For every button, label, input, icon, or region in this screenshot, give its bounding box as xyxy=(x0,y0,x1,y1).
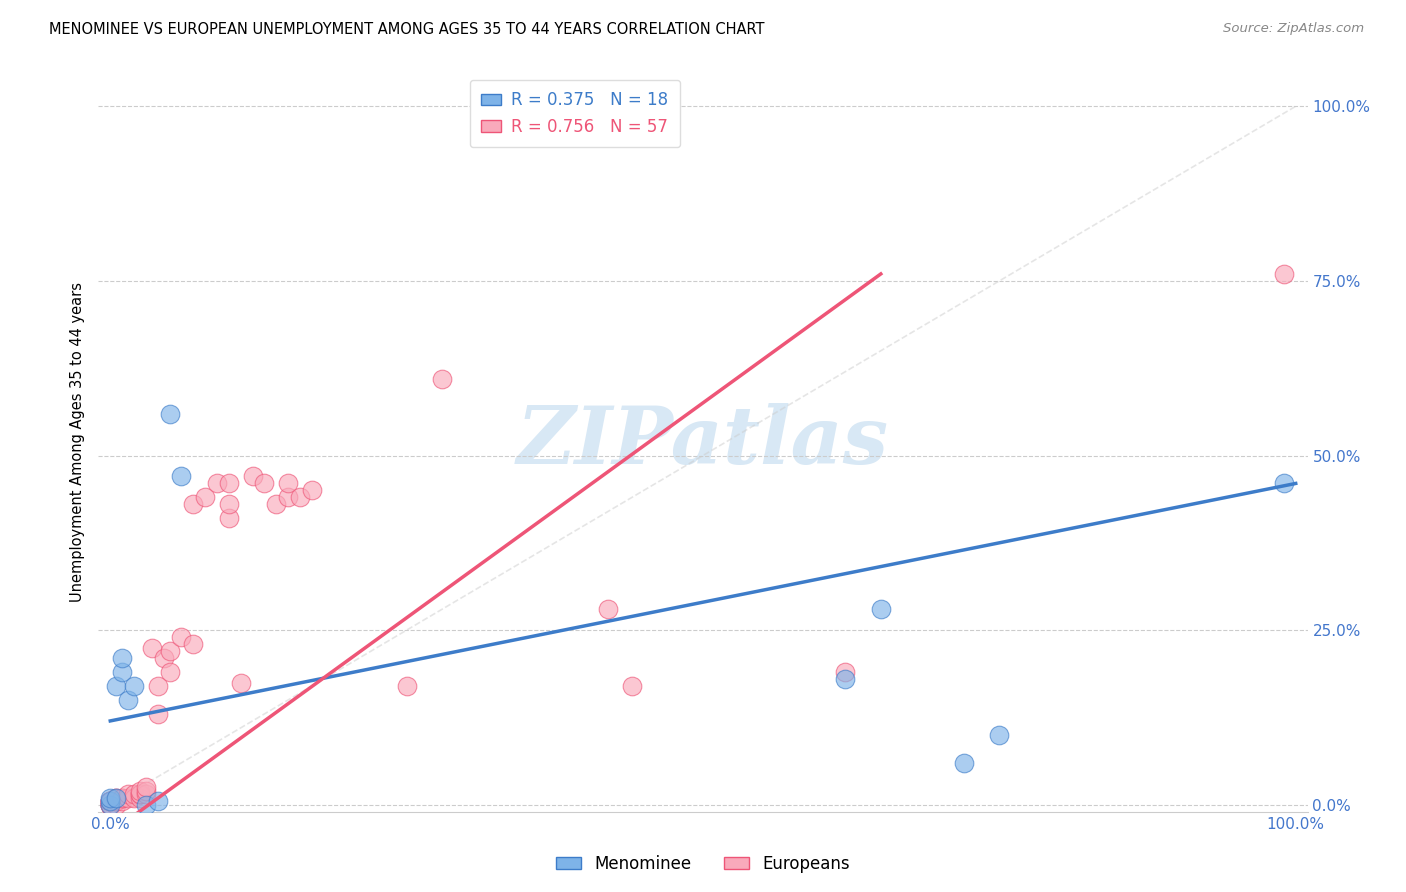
Point xyxy=(218,476,240,491)
Point xyxy=(111,665,134,679)
Point xyxy=(129,787,152,801)
Point xyxy=(277,491,299,505)
Point xyxy=(253,476,276,491)
Point xyxy=(111,651,134,665)
Point xyxy=(181,637,204,651)
Point xyxy=(620,679,643,693)
Legend: Menominee, Europeans: Menominee, Europeans xyxy=(548,848,858,880)
Point xyxy=(98,797,121,812)
Point xyxy=(98,790,121,805)
Point xyxy=(98,794,121,808)
Point xyxy=(277,476,299,491)
Point xyxy=(834,665,856,679)
Point xyxy=(105,794,128,808)
Point xyxy=(135,780,157,795)
Point xyxy=(598,602,620,616)
Point xyxy=(159,665,181,679)
Point xyxy=(1272,267,1295,281)
Point xyxy=(98,797,121,812)
Point xyxy=(129,784,152,798)
Point xyxy=(105,797,128,812)
Point xyxy=(146,679,169,693)
Point xyxy=(152,651,174,665)
Point xyxy=(111,790,134,805)
Point xyxy=(111,794,134,808)
Point xyxy=(117,693,139,707)
Point xyxy=(288,491,311,505)
Point xyxy=(141,640,163,655)
Point xyxy=(159,407,181,421)
Point xyxy=(98,797,121,812)
Point xyxy=(98,794,121,808)
Point xyxy=(181,497,204,511)
Point xyxy=(117,787,139,801)
Point xyxy=(98,794,121,808)
Point xyxy=(218,511,240,525)
Point xyxy=(834,672,856,686)
Point xyxy=(170,469,193,483)
Point xyxy=(105,679,128,693)
Point xyxy=(135,787,157,801)
Point xyxy=(122,787,145,801)
Point xyxy=(218,497,240,511)
Point xyxy=(98,794,121,808)
Y-axis label: Unemployment Among Ages 35 to 44 years: Unemployment Among Ages 35 to 44 years xyxy=(69,282,84,601)
Point xyxy=(122,679,145,693)
Point xyxy=(135,784,157,798)
Point xyxy=(98,794,121,808)
Point xyxy=(205,476,228,491)
Point xyxy=(105,790,128,805)
Point xyxy=(264,497,287,511)
Point xyxy=(1272,476,1295,491)
Point xyxy=(129,787,152,801)
Point xyxy=(242,469,264,483)
Point xyxy=(122,790,145,805)
Point xyxy=(146,706,169,721)
Point xyxy=(146,794,169,808)
Text: MENOMINEE VS EUROPEAN UNEMPLOYMENT AMONG AGES 35 TO 44 YEARS CORRELATION CHART: MENOMINEE VS EUROPEAN UNEMPLOYMENT AMONG… xyxy=(49,22,765,37)
Point xyxy=(98,797,121,812)
Point xyxy=(395,679,418,693)
Point xyxy=(135,797,157,812)
Point xyxy=(952,756,974,770)
Point xyxy=(105,790,128,805)
Point xyxy=(869,602,891,616)
Point xyxy=(98,797,121,812)
Point xyxy=(98,794,121,808)
Point xyxy=(98,797,121,812)
Point xyxy=(432,372,454,386)
Point xyxy=(111,790,134,805)
Point xyxy=(194,491,217,505)
Point xyxy=(229,675,252,690)
Legend: R = 0.375   N = 18, R = 0.756   N = 57: R = 0.375 N = 18, R = 0.756 N = 57 xyxy=(470,79,681,147)
Text: ZIPatlas: ZIPatlas xyxy=(517,403,889,480)
Point xyxy=(105,790,128,805)
Point xyxy=(301,483,323,498)
Point xyxy=(170,630,193,644)
Point xyxy=(159,644,181,658)
Point xyxy=(105,794,128,808)
Point xyxy=(117,790,139,805)
Point xyxy=(988,728,1011,742)
Point xyxy=(129,790,152,805)
Text: Source: ZipAtlas.com: Source: ZipAtlas.com xyxy=(1223,22,1364,36)
